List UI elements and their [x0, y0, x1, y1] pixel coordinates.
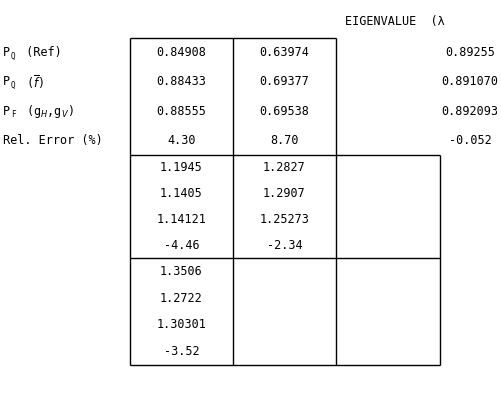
Text: 0.69538: 0.69538 — [260, 105, 310, 117]
Text: (Ref): (Ref) — [19, 46, 62, 59]
Text: 0.84908: 0.84908 — [156, 46, 206, 59]
Text: 0.892093: 0.892093 — [441, 105, 498, 117]
Text: 0.89255: 0.89255 — [445, 46, 495, 59]
Text: ($\overline{f}$): ($\overline{f}$) — [19, 73, 44, 91]
Text: 1.14121: 1.14121 — [156, 213, 206, 226]
Text: -4.46: -4.46 — [164, 239, 199, 251]
Text: P: P — [3, 75, 10, 88]
Text: -3.52: -3.52 — [164, 345, 199, 358]
Text: 0.63974: 0.63974 — [260, 46, 310, 59]
Text: 4.30: 4.30 — [167, 134, 196, 147]
Text: P: P — [3, 105, 10, 117]
Text: Rel. Error (%): Rel. Error (%) — [3, 134, 103, 147]
Text: Q: Q — [11, 81, 16, 90]
Text: P: P — [3, 46, 10, 59]
Text: Q: Q — [11, 52, 16, 61]
Text: (g$_H$,g$_V$): (g$_H$,g$_V$) — [19, 103, 74, 119]
Text: EIGENVALUE  (λ: EIGENVALUE (λ — [345, 16, 445, 28]
Text: -2.34: -2.34 — [267, 239, 302, 251]
Text: 8.70: 8.70 — [270, 134, 299, 147]
Text: 0.88555: 0.88555 — [156, 105, 206, 117]
Text: 1.1945: 1.1945 — [160, 161, 203, 174]
Text: 1.1405: 1.1405 — [160, 187, 203, 200]
Text: 1.2907: 1.2907 — [263, 187, 306, 200]
Text: 1.25273: 1.25273 — [260, 213, 310, 226]
Text: 1.3506: 1.3506 — [160, 265, 203, 278]
Text: 1.30301: 1.30301 — [156, 318, 206, 331]
Text: 0.88433: 0.88433 — [156, 75, 206, 88]
Text: 0.69377: 0.69377 — [260, 75, 310, 88]
Text: 1.2827: 1.2827 — [263, 161, 306, 174]
Text: -0.052: -0.052 — [448, 134, 491, 147]
Text: F: F — [11, 110, 16, 119]
Text: 0.891070: 0.891070 — [441, 75, 498, 88]
Text: 1.2722: 1.2722 — [160, 292, 203, 305]
